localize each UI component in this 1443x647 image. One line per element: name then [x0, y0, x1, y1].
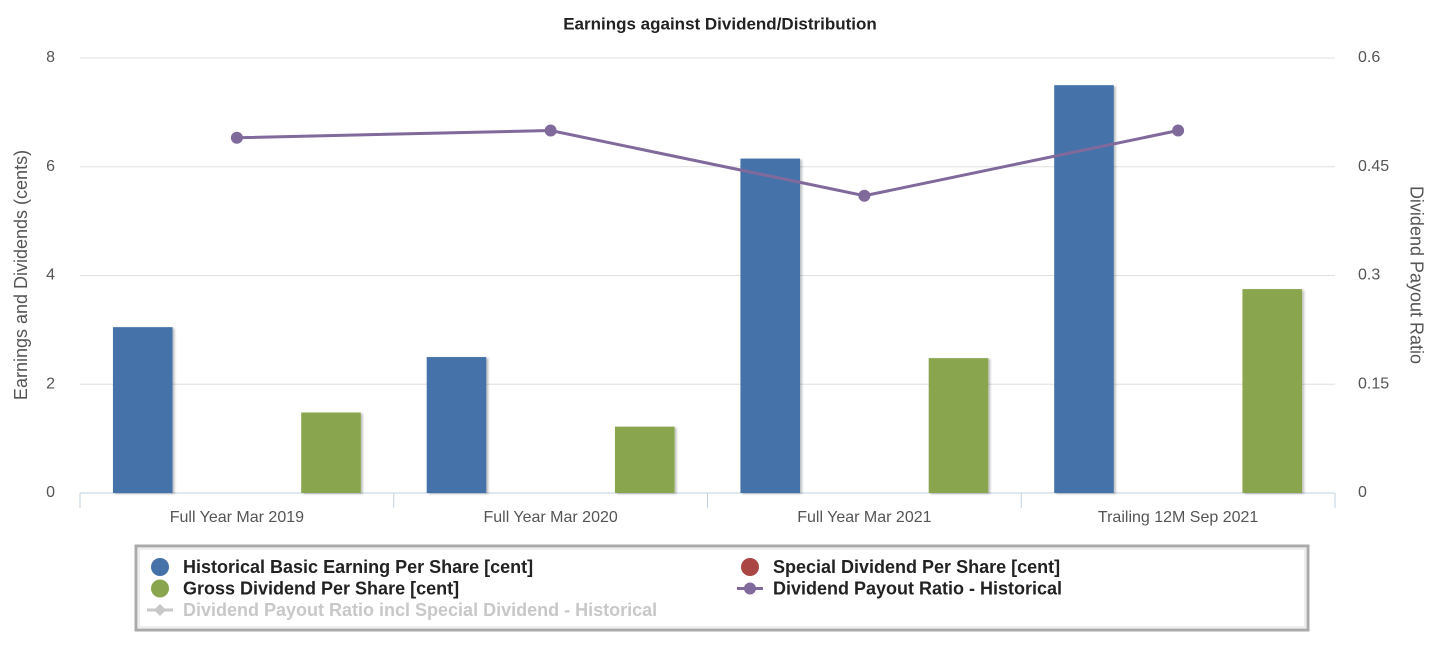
bar	[426, 357, 487, 493]
x-tick-label: Trailing 12M Sep 2021	[1098, 509, 1258, 526]
bar	[112, 327, 173, 493]
bar	[740, 158, 801, 493]
legend-marker	[744, 582, 756, 595]
legend-inner	[138, 548, 1306, 628]
bar	[928, 358, 989, 493]
y-tick-label: 4	[46, 267, 55, 284]
y-tick-label: 8	[46, 49, 55, 66]
legend-marker	[154, 604, 166, 616]
legend-label: Dividend Payout Ratio incl Special Divid…	[183, 600, 657, 620]
y2-tick-label: 0	[1358, 484, 1367, 501]
line-point	[1172, 124, 1185, 137]
bar	[1242, 289, 1303, 493]
chart-title: Earnings against Dividend/Distribution	[563, 14, 877, 33]
legend-marker	[151, 579, 169, 598]
legend-marker	[151, 558, 169, 576]
y2-axis-label: Dividend Payout Ratio	[1406, 186, 1426, 364]
y2-tick-label: 0.6	[1358, 49, 1380, 66]
y2-tick-label: 0.15	[1358, 375, 1389, 392]
y-tick-label: 6	[46, 158, 55, 175]
line	[236, 128, 1179, 198]
y2-tick-label: 0.45	[1358, 158, 1389, 175]
y-axis-label: Earnings and Dividends (cents)	[11, 150, 31, 400]
legend-box	[134, 544, 1310, 632]
line-point	[230, 131, 243, 144]
legend-label: Historical Basic Earning Per Share [cent…	[183, 557, 533, 577]
bar	[301, 412, 361, 493]
x-tick-label: Full Year Mar 2019	[170, 509, 304, 526]
bar	[614, 426, 675, 493]
line-point	[858, 189, 871, 202]
y2-tick-label: 0.3	[1358, 267, 1380, 284]
legend-label: Dividend Payout Ratio - Historical	[773, 578, 1062, 598]
legend-label: Gross Dividend Per Share [cent]	[183, 578, 459, 598]
y-tick-label: 2	[46, 375, 55, 392]
x-tick-label: Full Year Mar 2021	[797, 509, 931, 526]
x-tick-label: Full Year Mar 2020	[483, 509, 617, 526]
legend-label: Special Dividend Per Share [cent]	[773, 557, 1060, 577]
y-tick-label: 0	[46, 484, 55, 501]
line-point	[544, 124, 557, 137]
legend-marker	[741, 558, 759, 576]
